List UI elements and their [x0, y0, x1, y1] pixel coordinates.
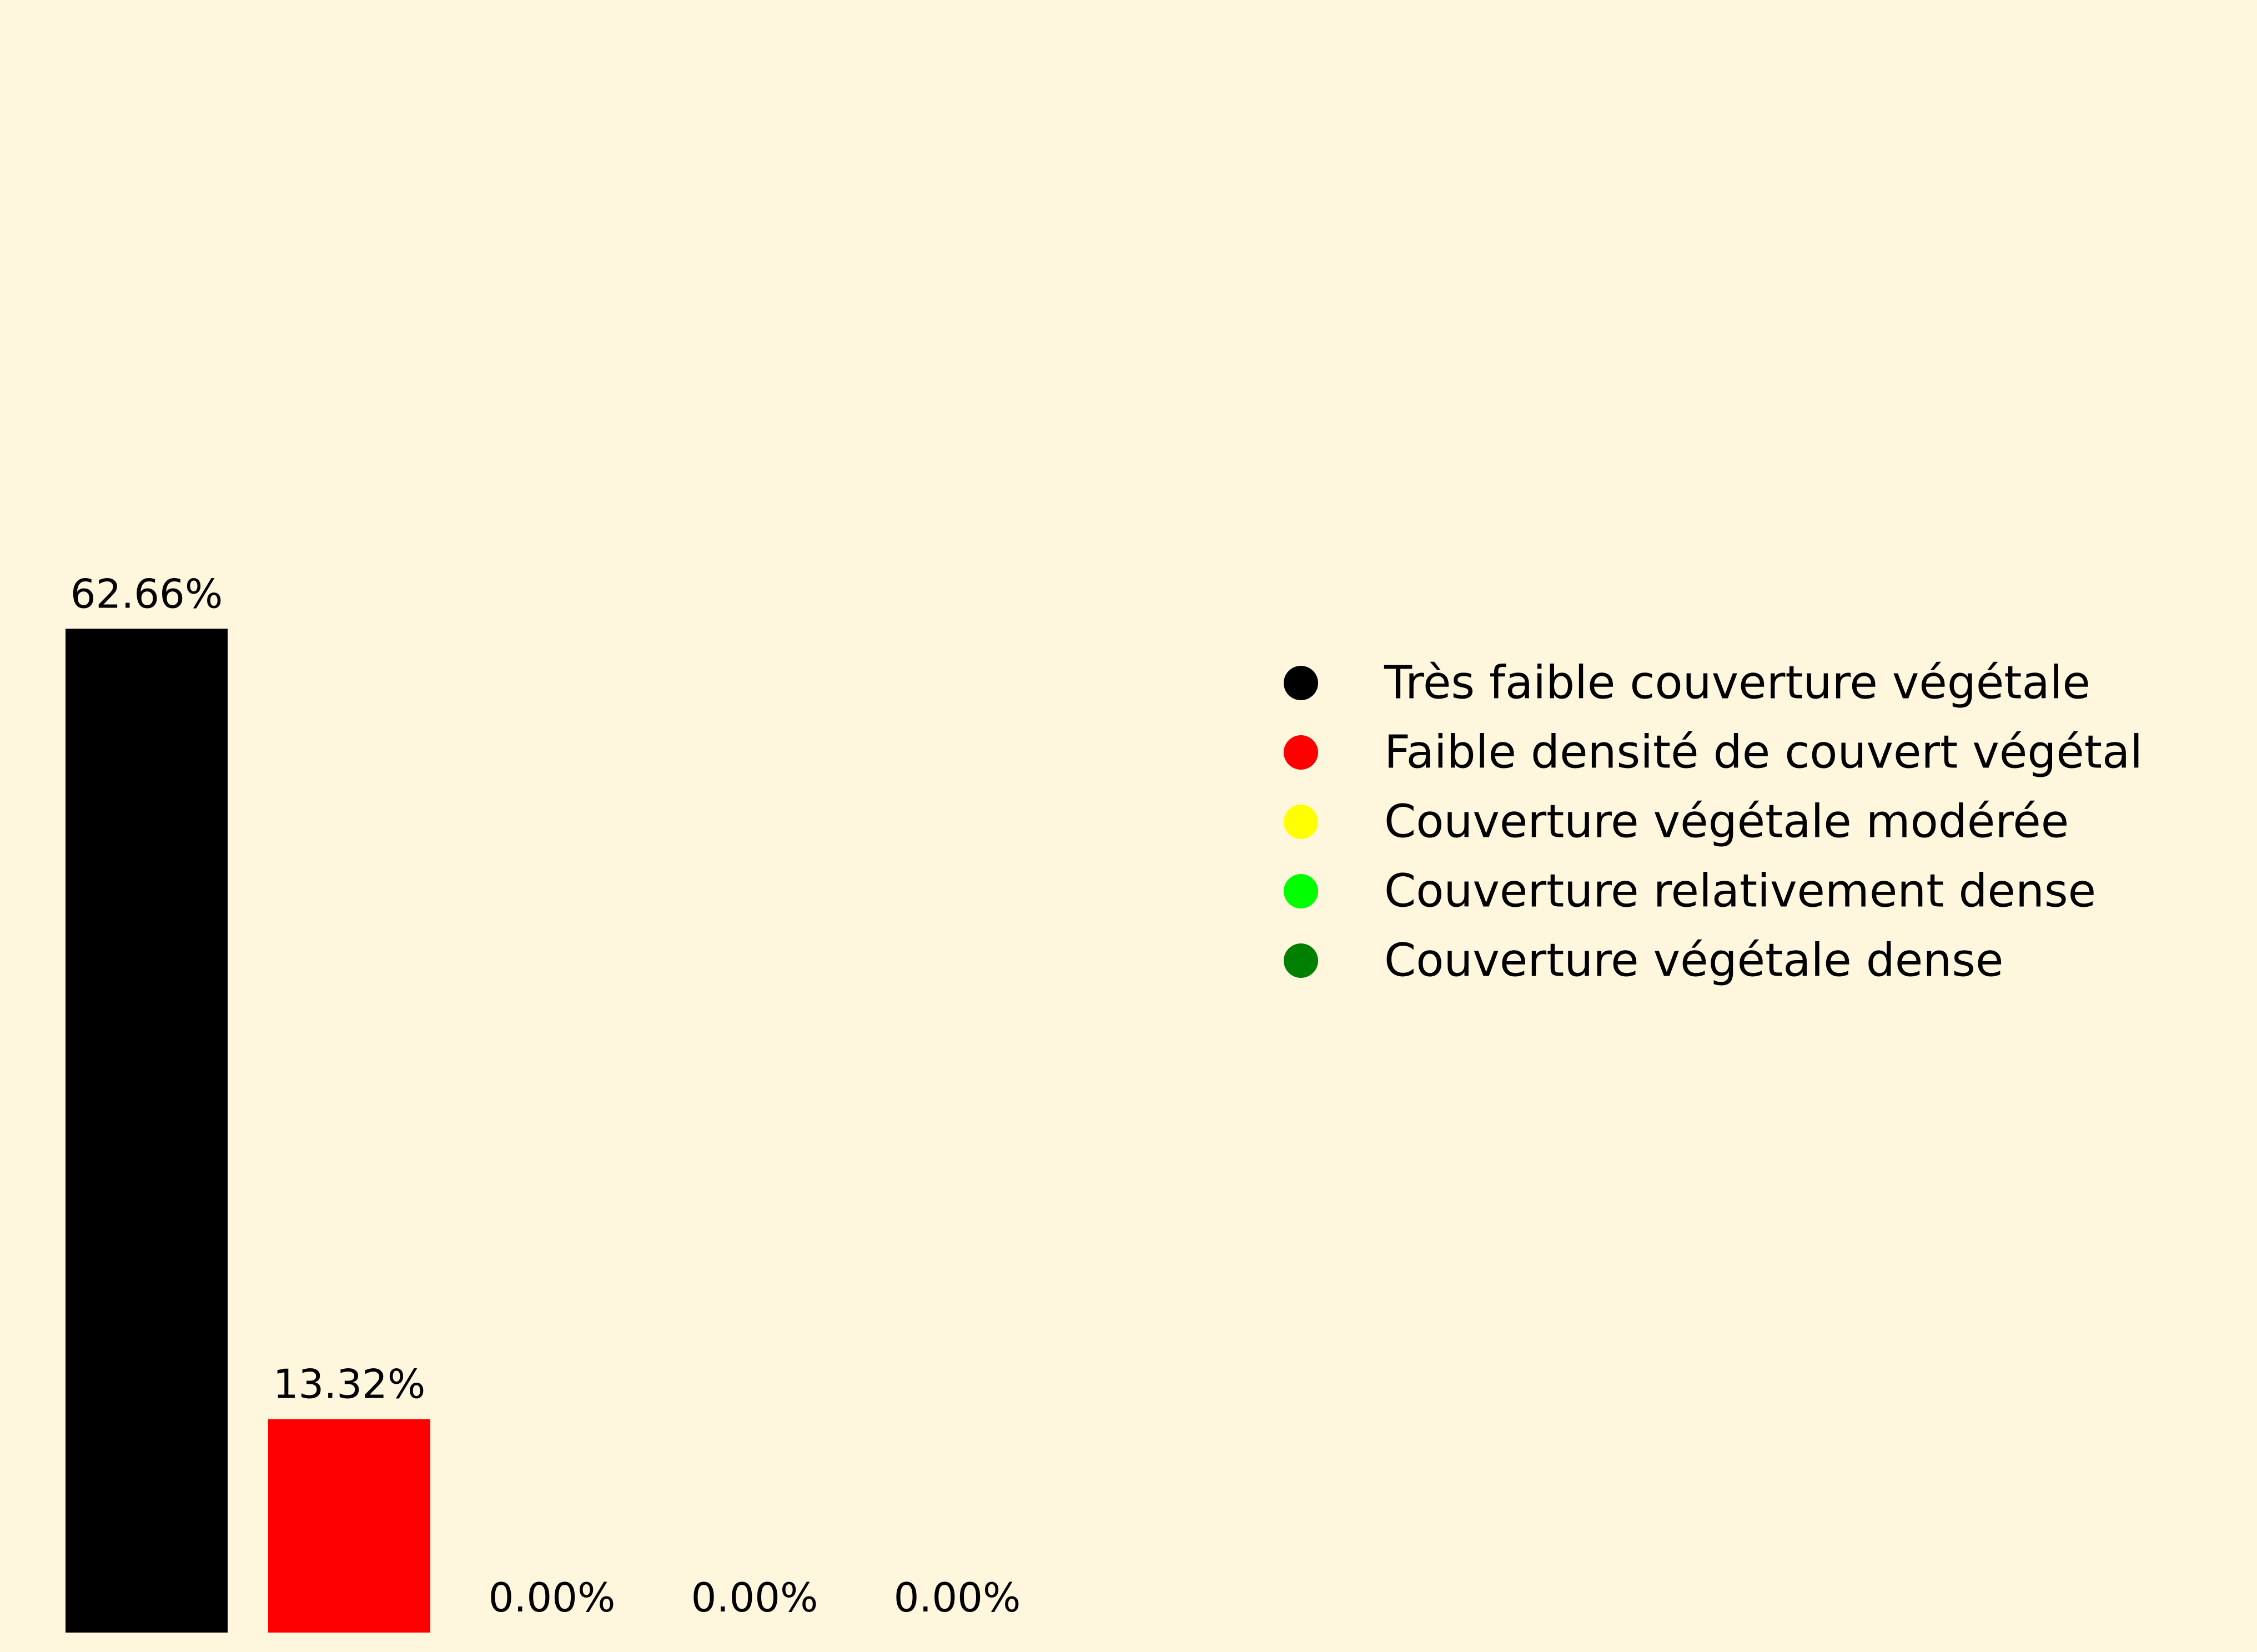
value-label-couverture-relativement-dense: 0.00%	[691, 1574, 818, 1621]
legend-marker-couverture-vegetale-moderee	[1284, 805, 1318, 839]
value-label-faible-densite-de-couvert-vegetal: 13.32%	[273, 1361, 426, 1408]
legend-item-couverture-vegetale-moderee: Couverture végétale modérée	[1284, 796, 2069, 848]
value-label-tres-faible-couverture-vegetale: 62.66%	[71, 570, 223, 617]
legend-label-faible-densite-de-couvert-vegetal: Faible densité de couvert végétal	[1384, 726, 2143, 779]
legend-marker-couverture-relativement-dense	[1284, 874, 1318, 908]
legend-label-couverture-relativement-dense: Couverture relativement dense	[1384, 865, 2096, 918]
legend-item-faible-densite-de-couvert-vegetal: Faible densité de couvert végétal	[1284, 726, 2143, 779]
value-labels-layer: 62.66% 13.32% 0.00% 0.00% 0.00%	[71, 570, 1021, 1621]
legend-item-tres-faible-couverture-vegetale: Très faible couverture végétale	[1284, 657, 2090, 710]
legend-label-couverture-vegetale-dense: Couverture végétale dense	[1384, 935, 2003, 987]
legend-item-couverture-vegetale-dense: Couverture végétale dense	[1284, 935, 2003, 987]
legend: Très faible couverture végétale Faible de…	[1284, 657, 2143, 987]
bar-faible-densite-de-couvert-vegetal	[268, 1419, 430, 1633]
legend-label-tres-faible-couverture-vegetale: Très faible couverture végétale	[1384, 657, 2090, 710]
legend-item-couverture-relativement-dense: Couverture relativement dense	[1284, 865, 2096, 918]
legend-label-couverture-vegetale-moderee: Couverture végétale modérée	[1384, 796, 2069, 848]
legend-marker-tres-faible-couverture-vegetale	[1284, 666, 1318, 700]
legend-marker-faible-densite-de-couvert-vegetal	[1284, 735, 1318, 770]
legend-marker-couverture-vegetale-dense	[1284, 943, 1318, 978]
value-label-couverture-vegetale-moderee: 0.00%	[489, 1574, 616, 1621]
bars-layer	[66, 629, 430, 1633]
bar-tres-faible-couverture-vegetale	[66, 629, 228, 1633]
value-label-couverture-vegetale-dense: 0.00%	[894, 1574, 1021, 1621]
